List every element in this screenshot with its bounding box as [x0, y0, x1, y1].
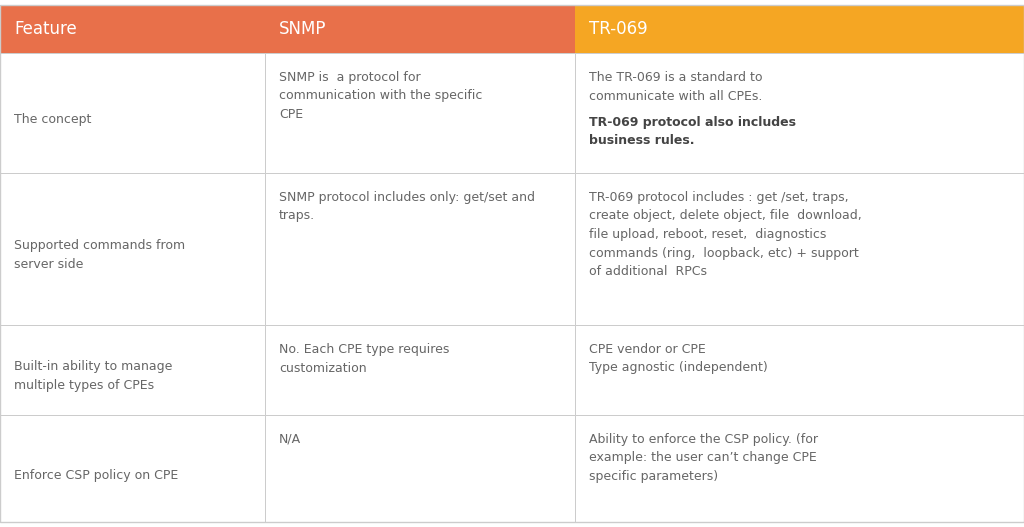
Text: N/A: N/A — [279, 433, 301, 446]
Bar — [0, 173, 265, 325]
Bar — [575, 5, 1024, 53]
Bar — [575, 415, 1024, 522]
Text: SNMP is  a protocol for
communication with the specific
CPE: SNMP is a protocol for communication wit… — [279, 71, 482, 121]
Text: Ability to enforce the CSP policy. (for
example: the user can’t change CPE
speci: Ability to enforce the CSP policy. (for … — [589, 433, 818, 483]
Text: Feature: Feature — [14, 20, 77, 38]
Bar — [0, 325, 265, 415]
Text: Supported commands from
server side: Supported commands from server side — [14, 239, 185, 271]
Text: The concept: The concept — [14, 113, 91, 126]
Bar — [575, 325, 1024, 415]
Text: Built-in ability to manage
multiple types of CPEs: Built-in ability to manage multiple type… — [14, 360, 172, 392]
Text: CPE vendor or CPE
Type agnostic (independent): CPE vendor or CPE Type agnostic (indepen… — [589, 343, 768, 375]
Text: SNMP: SNMP — [279, 20, 327, 38]
Bar — [0, 53, 265, 173]
Text: SNMP protocol includes only: get/set and
traps.: SNMP protocol includes only: get/set and… — [279, 191, 535, 222]
Text: TR-069 protocol also includes
business rules.: TR-069 protocol also includes business r… — [589, 115, 796, 147]
Bar — [265, 5, 575, 53]
Bar — [575, 173, 1024, 325]
Bar — [0, 415, 265, 522]
Bar — [0, 5, 265, 53]
Bar — [265, 173, 575, 325]
Text: TR-069 protocol includes : get /set, traps,
create object, delete object, file  : TR-069 protocol includes : get /set, tra… — [589, 191, 862, 278]
Text: No. Each CPE type requires
customization: No. Each CPE type requires customization — [279, 343, 450, 375]
Bar — [265, 325, 575, 415]
Bar — [265, 53, 575, 173]
Bar — [265, 415, 575, 522]
Bar — [575, 53, 1024, 173]
Text: Enforce CSP policy on CPE: Enforce CSP policy on CPE — [14, 469, 178, 482]
Text: TR-069: TR-069 — [589, 20, 647, 38]
Text: The TR-069 is a standard to
communicate with all CPEs.: The TR-069 is a standard to communicate … — [589, 71, 763, 102]
